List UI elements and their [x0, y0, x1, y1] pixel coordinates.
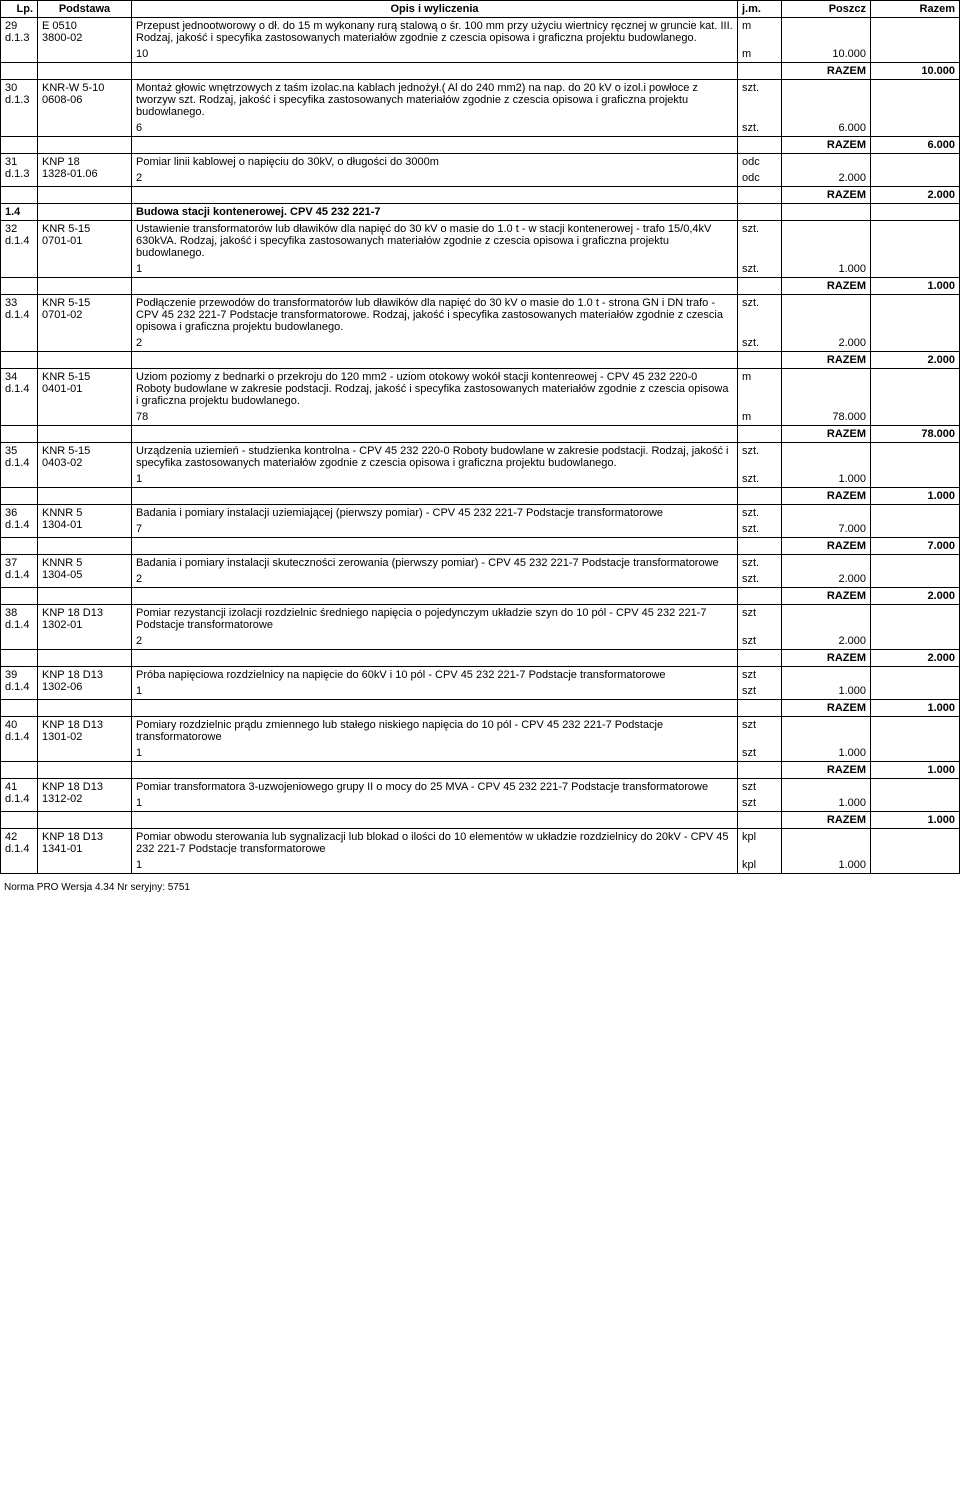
table-row: 41 d.1.4KNP 18 D13 1312-02Pomiar transfo… — [1, 779, 960, 796]
razem-row: RAZEM1.000 — [1, 278, 960, 295]
table-row-calc: 1szt1.000 — [1, 683, 960, 700]
razem-row: RAZEM1.000 — [1, 488, 960, 505]
table-row: 30 d.1.3KNR-W 5-10 0608-06Montaż głowic … — [1, 80, 960, 121]
table-row-calc: 1szt.1.000 — [1, 261, 960, 278]
table-row-calc: 2szt.2.000 — [1, 571, 960, 588]
table-row: 36 d.1.4KNNR 5 1304-01Badania i pomiary … — [1, 505, 960, 522]
razem-row: RAZEM2.000 — [1, 588, 960, 605]
table-row: 31 d.1.3KNP 18 1328-01.06Pomiar linii ka… — [1, 154, 960, 171]
footer-text: Norma PRO Wersja 4.34 Nr seryjny: 5751 — [0, 874, 960, 901]
razem-row: RAZEM78.000 — [1, 426, 960, 443]
table-row: 40 d.1.4KNP 18 D13 1301-02Pomiary rozdzi… — [1, 717, 960, 746]
table-row: 42 d.1.4KNP 18 D13 1341-01Pomiar obwodu … — [1, 829, 960, 858]
razem-row: RAZEM1.000 — [1, 812, 960, 829]
razem-row: RAZEM2.000 — [1, 187, 960, 204]
cost-estimate-table: Lp. Podstawa Opis i wyliczenia j.m. Posz… — [0, 0, 960, 874]
razem-row: RAZEM1.000 — [1, 762, 960, 779]
table-row: 33 d.1.4KNR 5-15 0701-02Podłączenie prze… — [1, 295, 960, 336]
razem-row: RAZEM2.000 — [1, 650, 960, 667]
table-row: 29 d.1.3E 0510 3800-02Przepust jednootwo… — [1, 18, 960, 47]
table-row-calc: 2szt2.000 — [1, 633, 960, 650]
razem-row: RAZEM1.000 — [1, 700, 960, 717]
table-row-calc: 1szt1.000 — [1, 745, 960, 762]
header-podstawa: Podstawa — [38, 1, 132, 18]
table-row: 34 d.1.4KNR 5-15 0401-01Uziom poziomy z … — [1, 369, 960, 410]
table-row-calc: 2szt.2.000 — [1, 335, 960, 352]
table-row-calc: 7szt.7.000 — [1, 521, 960, 538]
section-row: 1.4Budowa stacji kontenerowej. CPV 45 23… — [1, 204, 960, 221]
table-row-calc: 1szt.1.000 — [1, 471, 960, 488]
header-lp: Lp. — [1, 1, 38, 18]
table-row: 39 d.1.4KNP 18 D13 1302-06Próba napięcio… — [1, 667, 960, 684]
table-row-calc: 10m10.000 — [1, 46, 960, 63]
table-row: 37 d.1.4KNNR 5 1304-05Badania i pomiary … — [1, 555, 960, 572]
header-jm: j.m. — [738, 1, 782, 18]
table-row: 35 d.1.4KNR 5-15 0403-02Urządzenia uziem… — [1, 443, 960, 472]
header-opis: Opis i wyliczenia — [132, 1, 738, 18]
table-row-calc: 6szt.6.000 — [1, 120, 960, 137]
razem-row: RAZEM7.000 — [1, 538, 960, 555]
razem-row: RAZEM6.000 — [1, 137, 960, 154]
header-poszcz: Poszcz — [782, 1, 871, 18]
table-row-calc: 1szt1.000 — [1, 795, 960, 812]
table-header-row: Lp. Podstawa Opis i wyliczenia j.m. Posz… — [1, 1, 960, 18]
header-razem: Razem — [871, 1, 960, 18]
table-row: 38 d.1.4KNP 18 D13 1302-01Pomiar rezysta… — [1, 605, 960, 634]
table-row: 32 d.1.4KNR 5-15 0701-01Ustawienie trans… — [1, 221, 960, 262]
razem-row: RAZEM2.000 — [1, 352, 960, 369]
razem-row: RAZEM10.000 — [1, 63, 960, 80]
table-row-calc: 78m78.000 — [1, 409, 960, 426]
table-row-calc: 2odc2.000 — [1, 170, 960, 187]
table-row-calc: 1kpl1.000 — [1, 857, 960, 874]
